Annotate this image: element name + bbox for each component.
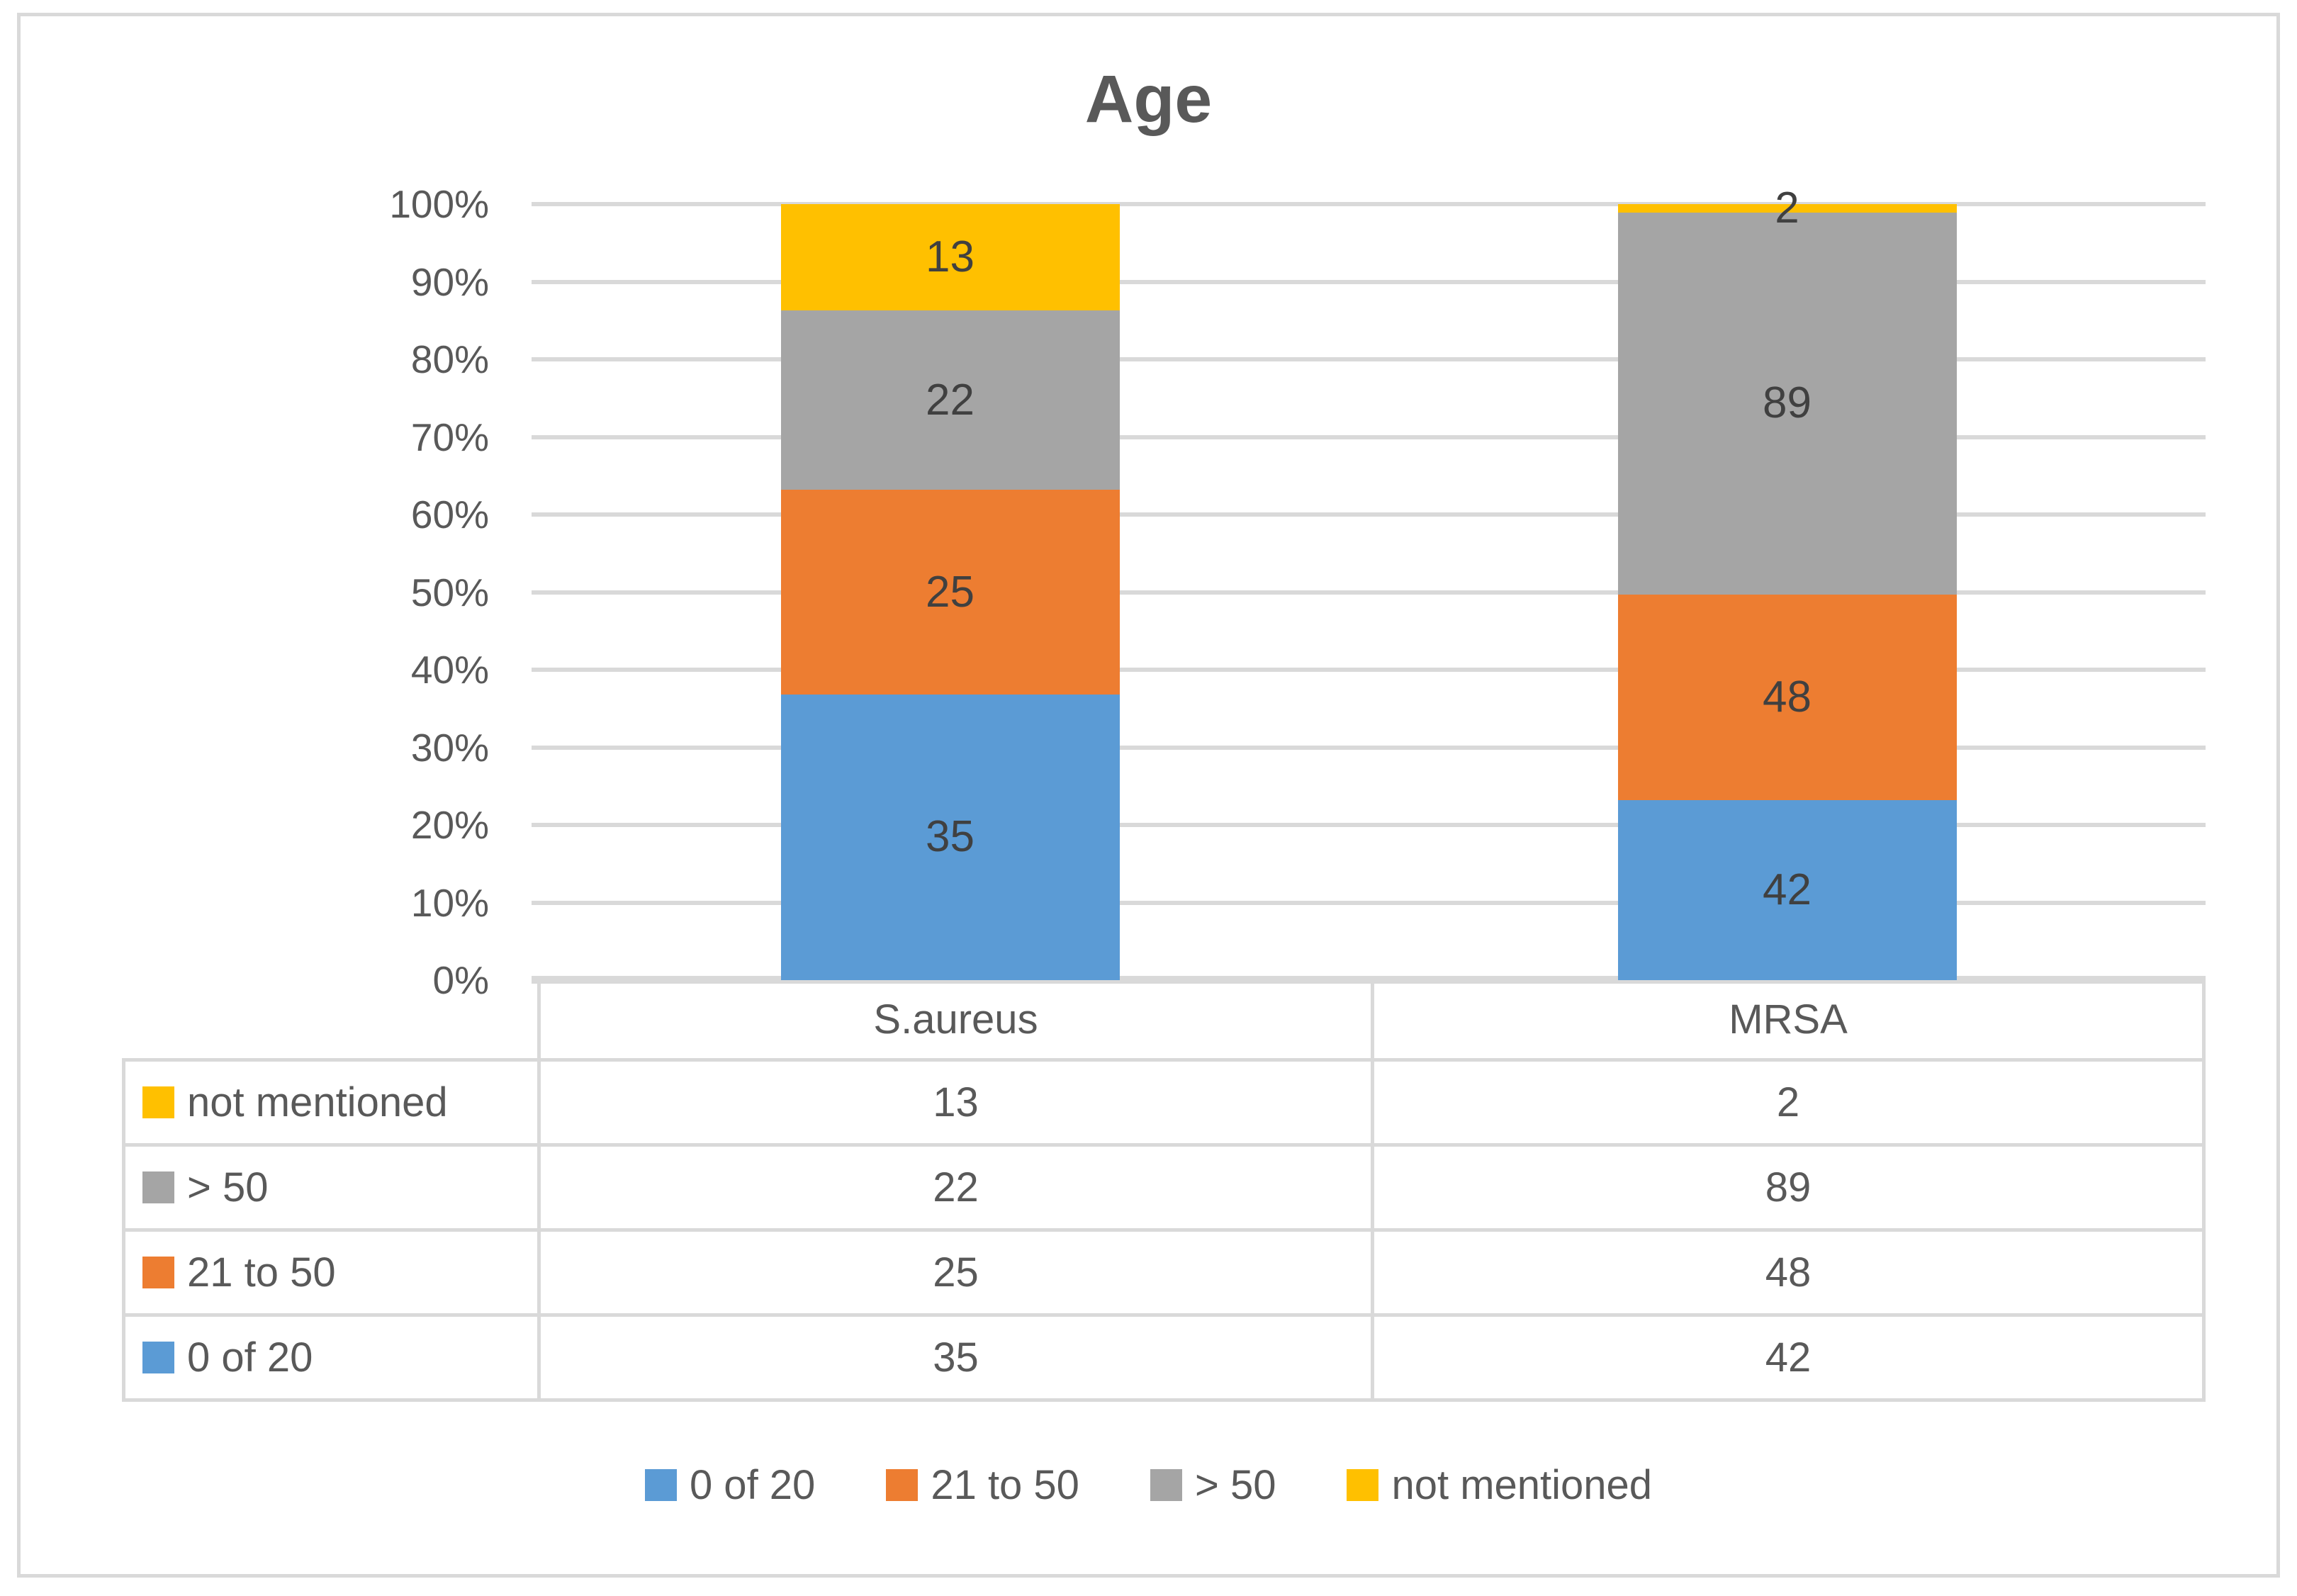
chart-title: Age [1084, 62, 1213, 137]
legend-key-gt50 [142, 1171, 174, 1203]
data-table: S.aureus MRSA not mentioned 13 2 > 50 22… [122, 980, 2206, 1402]
table-cell-21to50-saureus: 25 [537, 1232, 1371, 1317]
legend-swatch-gt50 [1150, 1469, 1182, 1501]
table-row-label-text: not mentioned [187, 1079, 448, 1125]
bar-segment-mrsa-gt50: 89 [1617, 213, 1957, 595]
gridline-50 [532, 590, 2206, 595]
gridline-10 [532, 900, 2206, 905]
y-tick-label-80: 80% [410, 337, 489, 381]
legend-swatch-21to50 [886, 1469, 919, 1501]
legend-item-notmentioned: not mentioned [1347, 1461, 1652, 1509]
legend-item-gt50: > 50 [1150, 1461, 1276, 1509]
table-row-label-text: > 50 [187, 1164, 269, 1210]
gridline-20 [532, 823, 2206, 827]
y-tick-label-70: 70% [410, 415, 489, 459]
bar-segment-mrsa-21to50: 48 [1617, 594, 1957, 800]
y-axis: 100% 90% 80% 70% 60% 50% 40% 30% 20% 10%… [177, 182, 489, 1002]
data-label: 25 [926, 567, 975, 617]
gridline-100 [532, 202, 2206, 206]
gridline-90 [532, 279, 2206, 284]
table-row-label-21to50: 21 to 50 [122, 1232, 537, 1317]
table-cell-gt50-mrsa: 89 [1371, 1147, 2206, 1232]
bar-segment-mrsa-notmentioned: 2 [1617, 186, 1957, 230]
bar-segment-saureus-gt50: 22 [780, 310, 1120, 490]
gridline-70 [532, 434, 2206, 439]
table-row-label-gt50: > 50 [122, 1147, 537, 1232]
legend-key-notmentioned [142, 1086, 174, 1118]
data-label: 35 [926, 812, 975, 862]
gridline-30 [532, 745, 2206, 750]
data-label: 48 [1763, 672, 1812, 721]
table-cell-notmentioned-mrsa: 2 [1371, 1062, 2206, 1147]
gridline-40 [532, 668, 2206, 672]
table-header-saureus: S.aureus [537, 980, 1371, 1062]
legend-item-21to50: 21 to 50 [886, 1461, 1079, 1509]
data-label: 42 [1763, 865, 1812, 914]
plot-area: 35 25 22 13 42 48 89 2 [532, 186, 2206, 984]
legend-swatch-0of20 [644, 1469, 677, 1501]
y-tick-label-20: 20% [410, 803, 489, 847]
gridline-60 [532, 512, 2206, 517]
bar-segment-saureus-0of20: 35 [780, 694, 1120, 980]
table-row-label-text: 21 to 50 [187, 1249, 336, 1296]
y-tick-label-10: 10% [410, 880, 489, 925]
y-tick-label-60: 60% [410, 493, 489, 536]
table-row-label-0of20: 0 of 20 [122, 1317, 537, 1402]
x-axis-line [532, 976, 2206, 984]
data-label: 89 [1763, 378, 1812, 428]
bar-mrsa: 42 48 89 2 [1617, 186, 1957, 980]
legend-label: 0 of 20 [689, 1462, 816, 1508]
data-label: 22 [926, 375, 975, 425]
table-cell-gt50-saureus: 22 [537, 1147, 1371, 1232]
data-label: 13 [926, 232, 975, 281]
table-cell-21to50-mrsa: 48 [1371, 1232, 2206, 1317]
bar-segment-mrsa-0of20: 42 [1617, 799, 1957, 980]
table-row-label-notmentioned: not mentioned [122, 1062, 537, 1147]
y-tick-label-100: 100% [389, 182, 489, 226]
bar-segment-saureus-21to50: 25 [780, 490, 1120, 695]
table-corner-blank [122, 980, 537, 1062]
y-tick-label-0: 0% [432, 958, 490, 1002]
legend-label: 21 to 50 [931, 1462, 1079, 1508]
legend-swatch-notmentioned [1347, 1469, 1379, 1501]
y-tick-label-50: 50% [410, 570, 489, 614]
chart-legend: 0 of 20 21 to 50 > 50 not mentioned [0, 1461, 2297, 1509]
legend-label: > 50 [1194, 1462, 1276, 1508]
y-tick-label-90: 90% [410, 259, 489, 304]
legend-label: not mentioned [1391, 1462, 1653, 1508]
table-row-label-text: 0 of 20 [187, 1334, 313, 1381]
table-cell-0of20-mrsa: 42 [1371, 1317, 2206, 1402]
legend-key-21to50 [142, 1257, 174, 1288]
y-tick-label-30: 30% [410, 725, 489, 770]
gridline-80 [532, 357, 2206, 361]
bar-segment-saureus-notmentioned: 13 [780, 204, 1120, 310]
table-cell-notmentioned-saureus: 13 [537, 1062, 1371, 1147]
legend-key-0of20 [142, 1342, 174, 1373]
bar-saureus: 35 25 22 13 [780, 204, 1120, 980]
table-cell-0of20-saureus: 35 [537, 1317, 1371, 1402]
y-tick-label-40: 40% [410, 648, 489, 692]
data-label: 2 [1775, 184, 1799, 233]
table-header-mrsa: MRSA [1371, 980, 2206, 1062]
legend-item-0of20: 0 of 20 [644, 1461, 816, 1509]
